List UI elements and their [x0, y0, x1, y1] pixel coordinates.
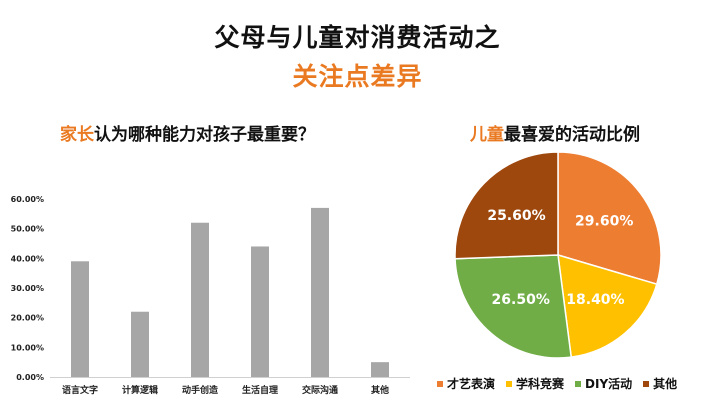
legend-swatch: [643, 380, 650, 387]
bar: [191, 222, 209, 377]
pie-slice: [557, 151, 662, 286]
y-tick-label: 0.00%: [16, 373, 44, 382]
y-tick-label: 50.00%: [11, 225, 44, 234]
y-tick-label: 30.00%: [11, 284, 44, 293]
pie-data-label: 18.40%: [566, 292, 624, 308]
x-tick-label: 交际沟通: [302, 384, 338, 396]
pie-legend: 才艺表演 学科竞赛 DIY活动 其他: [437, 375, 677, 392]
x-tick-label: 动手创造: [182, 384, 219, 396]
bar: [251, 246, 269, 377]
legend-label: 学科竞赛: [516, 377, 565, 391]
legend-swatch: [437, 380, 443, 387]
pie-chart: 29.60% 18.40% 26.50% 25.60%: [454, 151, 662, 359]
bar: [71, 261, 89, 377]
legend-label: 才艺表演: [447, 377, 496, 391]
bar-chart-subtitle: 家长认为哪种能力对孩子最重要？: [60, 120, 315, 145]
x-tick-label: 计算逻辑: [122, 384, 158, 396]
legend-swatch: [506, 380, 513, 387]
bar: [131, 311, 149, 377]
legend-label: DIY活动: [585, 377, 633, 391]
page-title-line2: 关注点差异: [292, 62, 423, 91]
y-tick-label: 10.00%: [11, 343, 44, 352]
y-tick-label: 40.00%: [11, 254, 44, 263]
legend-item: 其他: [643, 375, 677, 392]
y-tick-label: 60.00%: [11, 195, 44, 204]
pie-data-label: 26.50%: [492, 292, 550, 308]
x-tick-label: 其他: [371, 384, 389, 396]
pie-slice: [454, 151, 559, 260]
legend-item: 学科竞赛: [506, 375, 564, 392]
pie-data-label: 29.60%: [575, 213, 633, 229]
pie-subtitle-highlight: 儿童: [470, 125, 504, 145]
page-title-line1: 父母与儿童对消费活动之: [214, 23, 501, 52]
x-tick-label: 生活自理: [242, 384, 278, 396]
bar: [371, 362, 389, 377]
pie-slice: [454, 254, 573, 359]
legend-swatch: [575, 380, 582, 387]
bar-chart: 0.00% 10.00% 20.00% 30.00% 40.00% 50.00% 60.00…: [11, 195, 410, 396]
bar-subtitle-highlight: 家长: [60, 125, 94, 145]
legend-item: 才艺表演: [437, 375, 495, 392]
pie-chart-subtitle: 儿童最喜爱的活动比例: [470, 120, 640, 145]
y-tick-label: 20.00%: [11, 314, 44, 323]
pie-subtitle-text: 最喜爱的活动比例: [504, 125, 640, 145]
bar-subtitle-text: 认为哪种能力对孩子最重要？: [94, 125, 315, 145]
legend-item: DIY活动: [575, 375, 632, 392]
legend-label: 其他: [653, 377, 678, 391]
pie-data-label: 25.60%: [487, 208, 545, 224]
x-tick-label: 语言文字: [62, 384, 98, 396]
pie-slice: [557, 253, 658, 358]
bar: [311, 207, 329, 377]
